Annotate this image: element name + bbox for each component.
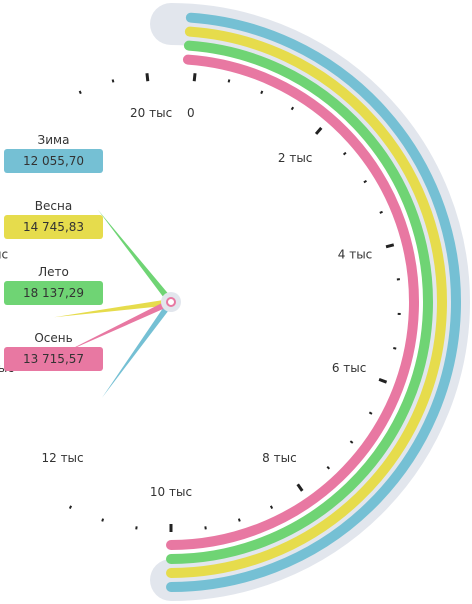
value-arc-1 — [166, 12, 461, 592]
minor-tick — [342, 151, 347, 156]
value-arc-4 — [166, 54, 419, 550]
tick-label: 0 — [187, 106, 195, 120]
needle-1 — [102, 300, 174, 398]
tick-label: 6 тыс — [332, 361, 367, 375]
needle-2 — [53, 298, 172, 318]
minor-tick — [393, 347, 397, 350]
legend-series-value: 14 745,83 — [4, 215, 103, 239]
major-tick — [145, 73, 150, 82]
legend-item: Зима 12 055,70 — [4, 131, 103, 173]
tick-label: 2 тыс — [278, 151, 313, 165]
value-arc-2 — [166, 26, 447, 578]
minor-tick — [101, 518, 105, 522]
needle-3 — [97, 209, 174, 304]
legend-series-name: Зима — [37, 133, 70, 147]
legend-series-name: Весна — [34, 199, 73, 213]
minor-tick — [379, 210, 383, 214]
minor-tick — [111, 79, 115, 83]
minor-tick — [290, 106, 295, 111]
minor-tick — [260, 90, 264, 95]
legend-series-name: Осень — [34, 331, 73, 345]
gauge-track — [150, 3, 470, 601]
minor-tick — [237, 518, 241, 522]
minor-tick — [269, 505, 274, 509]
major-tick — [378, 377, 388, 384]
major-tick — [192, 73, 197, 82]
needle-4 — [64, 299, 173, 353]
minor-tick — [227, 79, 231, 83]
tick-label: 20 тыс — [130, 106, 172, 120]
legend-series-value: 13 715,57 — [4, 347, 103, 371]
tick-label: 8 тыс — [262, 451, 297, 465]
tick-label: 10 тыс — [150, 485, 192, 499]
minor-tick — [68, 505, 73, 509]
minor-tick — [78, 90, 82, 95]
tick-label: 4 тыс — [338, 248, 373, 262]
legend-series-value: 12 055,70 — [4, 149, 103, 173]
value-arc-3 — [166, 40, 433, 564]
minor-tick — [368, 411, 373, 415]
gauge-hub-center — [166, 297, 176, 307]
minor-tick — [349, 440, 354, 444]
legend-series-value: 18 137,29 — [4, 281, 103, 305]
tick-label: 12 тыс — [41, 451, 83, 465]
major-tick — [296, 483, 304, 492]
legend-series-name: Лето — [38, 265, 69, 279]
minor-tick — [363, 179, 368, 184]
legend-item: Осень 13 715,57 — [4, 329, 103, 371]
legend-item: Лето 18 137,29 — [4, 263, 103, 305]
legend-item: Весна 14 745,83 — [4, 197, 103, 239]
major-tick — [314, 126, 323, 135]
tick-label: 16 тыс — [0, 248, 8, 262]
major-tick — [385, 243, 395, 249]
minor-tick — [326, 465, 331, 470]
